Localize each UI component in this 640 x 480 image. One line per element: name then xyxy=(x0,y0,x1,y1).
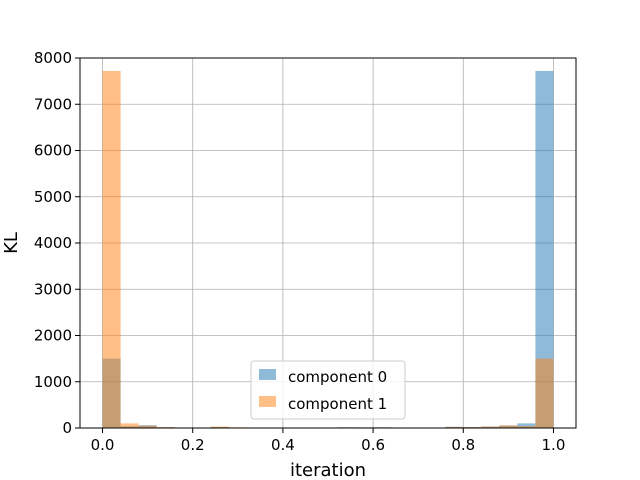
bar-series-1 xyxy=(138,425,157,428)
x-axis-label: iteration xyxy=(290,460,366,480)
bar-series-1 xyxy=(499,425,518,428)
legend-label-component-1: component 1 xyxy=(288,395,387,413)
x-tick-label: 0.8 xyxy=(451,436,475,454)
x-axis-ticks: 0.0 0.2 0.4 0.6 0.8 1.0 xyxy=(91,428,566,454)
legend-box xyxy=(250,360,406,420)
legend-label-component-0: component 0 xyxy=(288,368,387,386)
bars xyxy=(102,70,554,428)
bar-series-0 xyxy=(535,70,554,428)
legend: component 0 component 1 xyxy=(250,360,406,420)
y-tick-label: 1000 xyxy=(34,373,72,391)
y-tick-label: 6000 xyxy=(34,142,72,160)
x-tick-label: 0.6 xyxy=(361,436,385,454)
x-tick-label: 0.0 xyxy=(91,436,115,454)
x-tick-label: 1.0 xyxy=(542,436,566,454)
legend-swatch-component-0 xyxy=(259,369,276,380)
bar-series-1 xyxy=(535,358,554,428)
bar-series-1 xyxy=(120,423,139,428)
bar-series-0 xyxy=(517,423,536,428)
y-tick-label: 5000 xyxy=(34,188,72,206)
bar-series-1 xyxy=(102,70,121,428)
y-tick-label: 8000 xyxy=(34,49,72,67)
bar-series-1 xyxy=(445,426,464,428)
x-tick-label: 0.4 xyxy=(271,436,295,454)
bar-series-1 xyxy=(210,426,229,428)
bar-series-1 xyxy=(481,426,500,428)
y-tick-label: 2000 xyxy=(34,327,72,345)
y-tick-label: 7000 xyxy=(34,95,72,113)
y-tick-label: 0 xyxy=(62,419,72,437)
y-axis-label: KL xyxy=(1,232,22,254)
legend-swatch-component-1 xyxy=(259,396,276,407)
x-tick-label: 0.2 xyxy=(181,436,205,454)
y-tick-label: 4000 xyxy=(34,234,72,252)
y-axis-ticks: 0 1000 2000 3000 4000 5000 6000 7000 8000 xyxy=(34,49,80,437)
bar-series-1 xyxy=(517,426,536,428)
y-tick-label: 3000 xyxy=(34,280,72,298)
